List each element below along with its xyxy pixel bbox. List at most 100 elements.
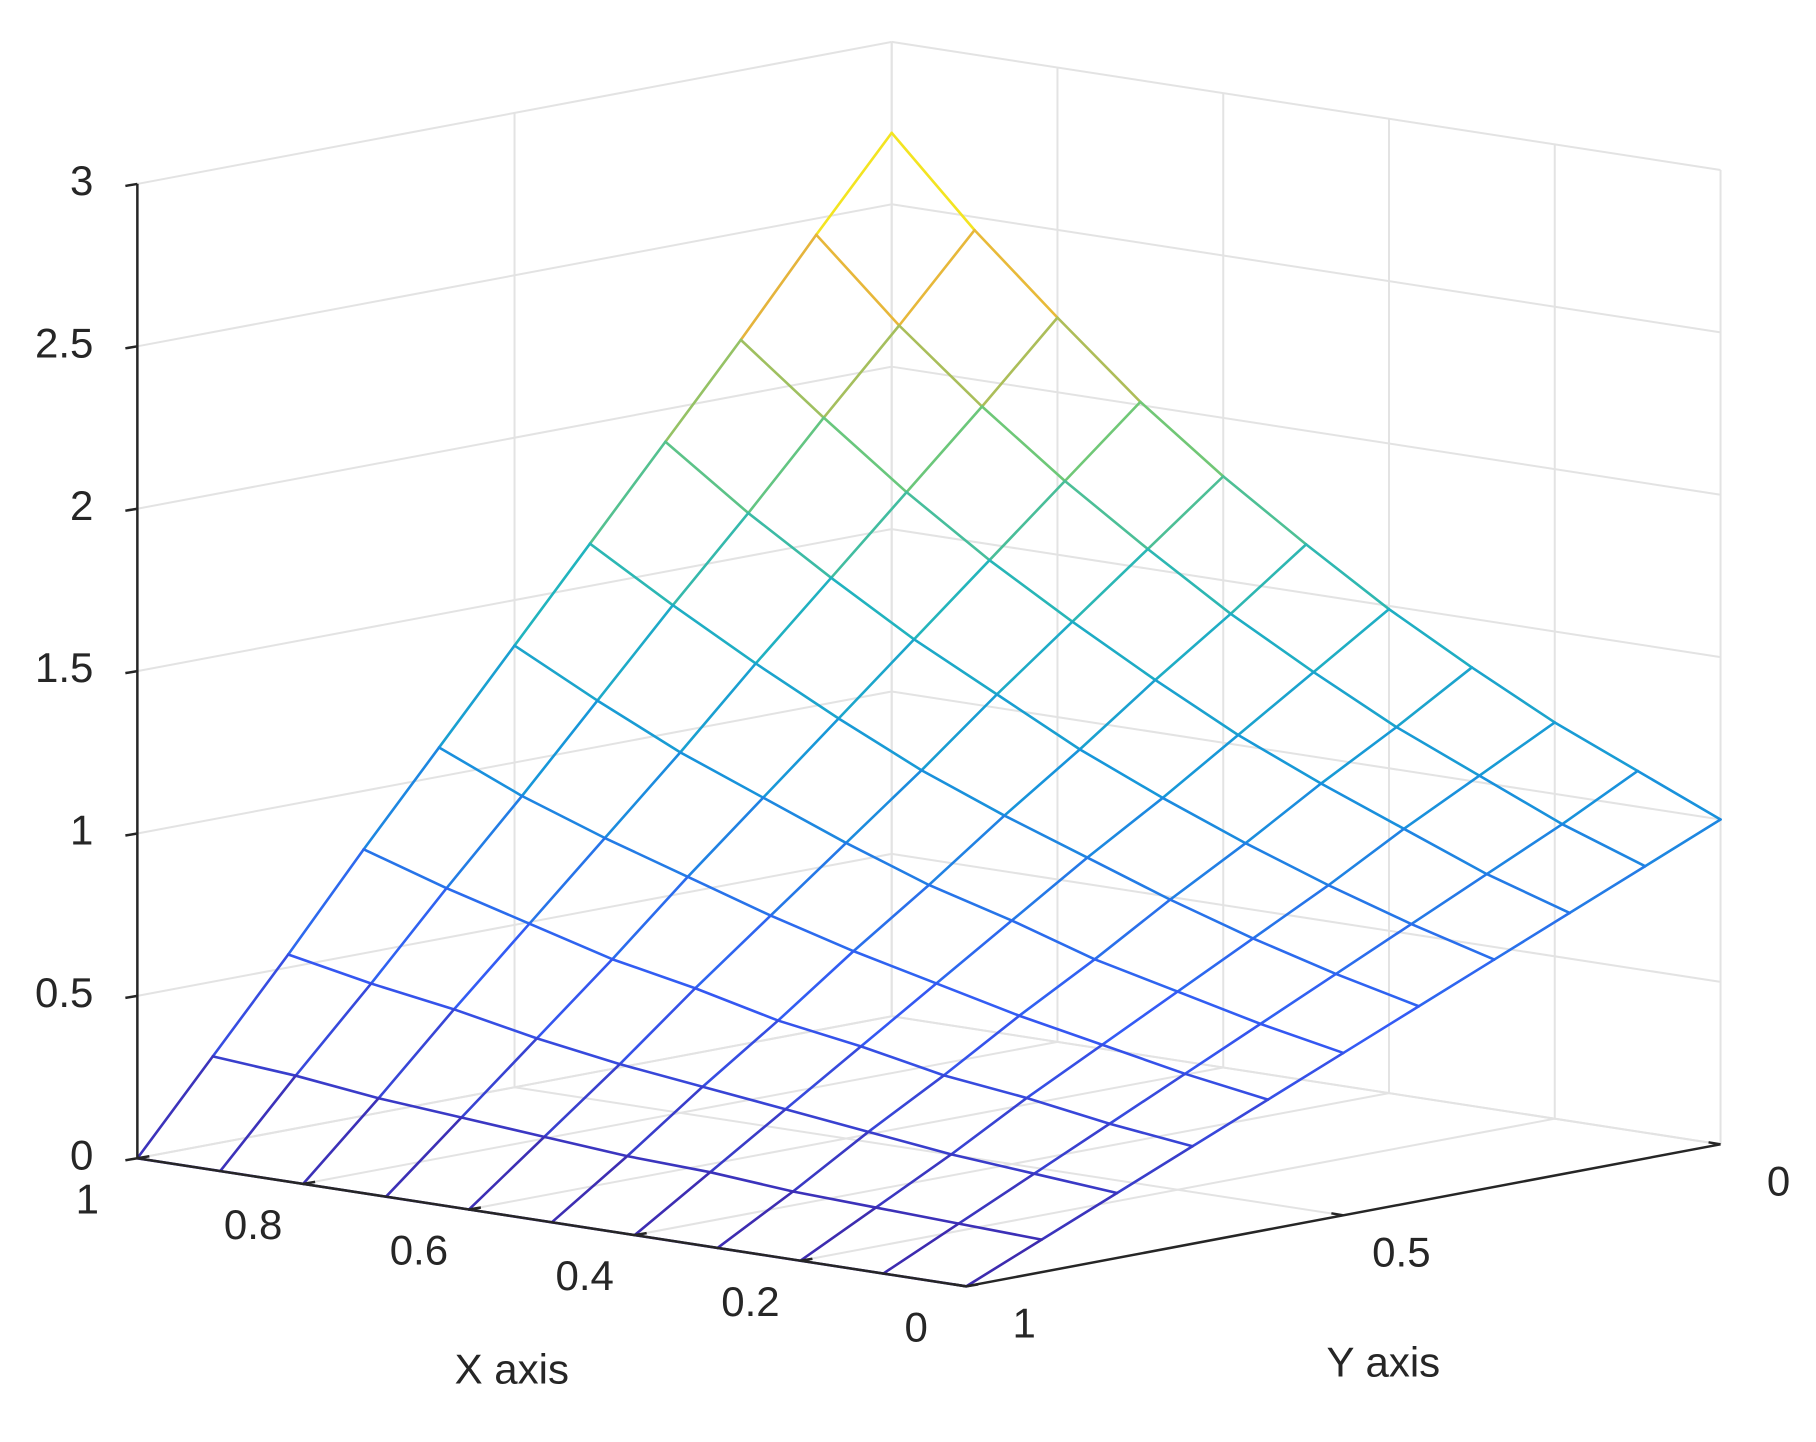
mesh-line — [362, 848, 448, 890]
mesh-line — [1176, 990, 1262, 1026]
grid-line — [891, 1015, 1721, 1146]
grid-line — [891, 365, 1721, 496]
mesh-line — [995, 620, 1074, 696]
mesh-line — [1395, 725, 1481, 777]
z-tick — [125, 507, 138, 512]
mesh-line — [1183, 1072, 1270, 1101]
mesh-line — [369, 886, 448, 985]
z-tick-label: 3 — [70, 157, 93, 204]
mesh-line — [935, 919, 1014, 985]
mesh-line — [791, 1190, 878, 1209]
grid-line — [891, 40, 1721, 171]
mesh-line — [1492, 911, 1571, 961]
y-tick-label: 1 — [1013, 1299, 1036, 1346]
z-tick-label: 2 — [70, 482, 93, 529]
mesh-line — [1319, 782, 1406, 831]
mesh-line — [1017, 958, 1097, 1018]
mesh-line — [535, 957, 614, 1040]
mesh-line — [1153, 612, 1232, 682]
mesh-line — [1568, 864, 1647, 915]
mesh-line — [1056, 316, 1142, 404]
mesh-line — [988, 558, 1074, 624]
mesh-line — [905, 405, 984, 494]
mesh-line — [377, 1008, 456, 1100]
mesh-line — [625, 1085, 704, 1158]
mesh-line — [859, 1045, 946, 1077]
z-tick-label: 1.5 — [35, 644, 93, 691]
mesh-line — [1093, 958, 1179, 993]
mesh-line — [445, 794, 524, 890]
mesh-line — [1085, 796, 1165, 859]
mesh-line — [1078, 678, 1157, 751]
mesh-line — [1478, 774, 1564, 826]
mesh-line — [460, 1037, 539, 1119]
mesh-line — [1417, 958, 1496, 1008]
mesh-line — [769, 914, 855, 953]
mesh-line — [693, 914, 772, 990]
mesh-line — [912, 558, 991, 641]
mesh-line — [1063, 400, 1142, 483]
mesh-line — [625, 1154, 712, 1174]
mesh-line — [294, 1074, 380, 1100]
mesh-line — [679, 662, 758, 754]
mesh-line — [754, 662, 840, 720]
mesh-line — [1063, 479, 1150, 551]
mesh-line — [708, 1170, 795, 1193]
mesh-line — [739, 338, 826, 419]
mesh-line — [1410, 922, 1496, 961]
mesh-line — [1032, 1122, 1111, 1175]
mesh-line — [874, 1206, 961, 1225]
mesh-line — [1183, 1022, 1262, 1076]
mesh-line — [679, 751, 765, 799]
mesh-line — [995, 693, 1082, 751]
mesh-line — [799, 1206, 878, 1263]
mesh-line — [1085, 856, 1172, 901]
mesh-line — [664, 440, 750, 515]
x-tick-label: 1 — [76, 1175, 99, 1222]
mesh-line — [980, 405, 1067, 483]
mesh-line — [1387, 607, 1474, 669]
mesh-line — [218, 1074, 297, 1173]
z-tick — [125, 832, 138, 837]
mesh-line — [1244, 841, 1330, 887]
mesh-line — [739, 233, 818, 342]
mesh-line — [822, 324, 901, 419]
mesh-line — [136, 1055, 215, 1160]
grid-line — [891, 528, 1721, 659]
grid-line — [514, 1086, 1344, 1217]
mesh-line — [844, 768, 923, 845]
mesh-line — [897, 324, 984, 408]
mesh-line — [1402, 827, 1489, 876]
mesh-line — [1010, 919, 1097, 961]
mesh-line — [1560, 822, 1647, 868]
x-tick-label: 0 — [905, 1303, 928, 1350]
mesh-line — [761, 717, 840, 799]
mesh-line — [1236, 670, 1315, 737]
mesh-line — [829, 576, 916, 641]
x-axis-label: X axis — [455, 1345, 569, 1392]
mesh-line — [708, 1107, 787, 1174]
mesh-line — [942, 1074, 1029, 1100]
mesh-line — [460, 1116, 546, 1139]
mesh-line — [950, 1096, 1029, 1156]
x-axis — [137, 1157, 967, 1288]
x-tick — [468, 1206, 482, 1211]
x-tick-label: 0.6 — [390, 1227, 448, 1274]
mesh-line — [1312, 607, 1391, 674]
mesh-line — [520, 794, 607, 840]
y-tick — [953, 1283, 967, 1288]
mesh-line — [1003, 748, 1082, 817]
y-tick — [1708, 1141, 1721, 1146]
mesh-line — [1108, 1122, 1194, 1148]
mesh-line — [784, 1107, 870, 1134]
mesh-line — [543, 1135, 629, 1158]
mesh-line — [746, 511, 833, 580]
mesh-line — [513, 542, 592, 647]
mesh-line — [1003, 814, 1089, 859]
mesh-line — [822, 416, 908, 494]
mesh-line — [769, 841, 848, 917]
mesh-line — [1643, 818, 1722, 868]
mesh-line — [920, 693, 999, 772]
